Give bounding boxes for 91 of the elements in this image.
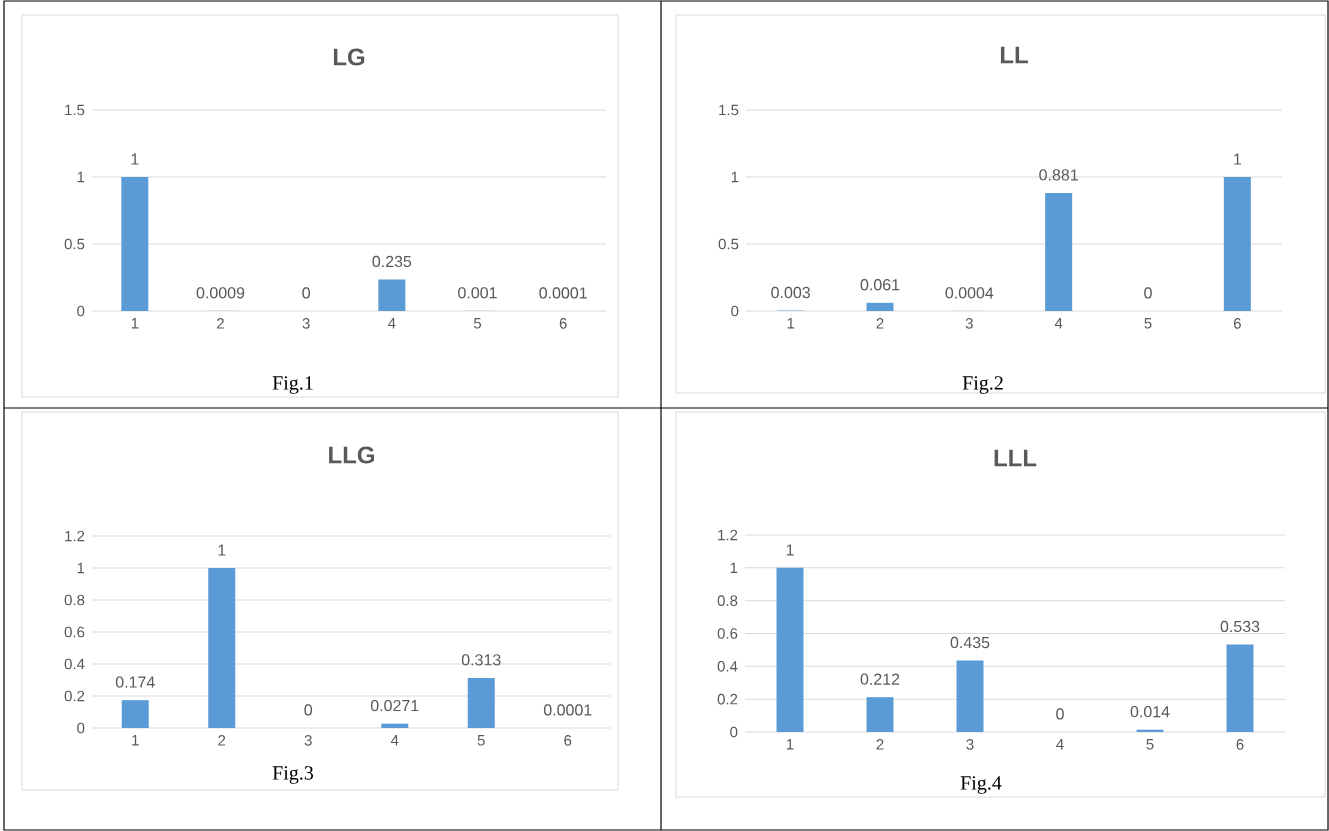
y-tick-label: 0.5 xyxy=(718,238,739,250)
caption: Fig.3 xyxy=(272,766,314,784)
data-label: 1 xyxy=(786,544,794,556)
x-tick-label: 4 xyxy=(390,735,399,746)
data-label: 0.001 xyxy=(458,287,497,299)
y-tick-label: 1 xyxy=(77,562,85,574)
data-label: 1 xyxy=(218,544,226,556)
x-tick-label: 5 xyxy=(1144,318,1152,329)
x-tick-label: 4 xyxy=(1054,318,1063,329)
y-tick-label: 0.2 xyxy=(717,693,738,705)
y-tick-label: 0.6 xyxy=(717,628,738,639)
x-tick-label: 5 xyxy=(477,735,485,746)
data-label: 0.061 xyxy=(860,279,900,291)
bar xyxy=(1226,644,1254,732)
data-label: 0.014 xyxy=(1130,705,1170,718)
data-label: 0.0271 xyxy=(370,699,419,712)
chart-title: LLG xyxy=(329,446,375,464)
bar xyxy=(776,567,804,732)
bar xyxy=(121,700,149,728)
data-label: 0 xyxy=(1144,287,1152,299)
y-tick-label: 0 xyxy=(77,722,85,734)
bar xyxy=(956,660,984,732)
data-label: 0.235 xyxy=(372,255,412,268)
bar xyxy=(208,568,236,728)
y-tick-label: 0 xyxy=(77,305,85,317)
y-tick-label: 1.5 xyxy=(719,104,739,116)
y-tick-label: 0 xyxy=(731,305,739,317)
data-label: 0.212 xyxy=(860,673,900,685)
x-tick-label: 1 xyxy=(786,739,794,750)
y-tick-label: 0 xyxy=(730,726,738,738)
y-tick-label: 0.4 xyxy=(64,658,85,670)
x-tick-label: 1 xyxy=(787,318,795,329)
data-label: 1 xyxy=(1234,153,1241,165)
x-tick-label: 6 xyxy=(564,735,572,746)
x-tick-label: 3 xyxy=(966,739,974,750)
data-label: 0.174 xyxy=(115,676,155,688)
x-tick-label: 5 xyxy=(1146,739,1154,750)
bar xyxy=(467,677,495,728)
y-tick-label: 0.8 xyxy=(64,594,85,606)
caption: Fig.2 xyxy=(962,376,1003,394)
caption: Fig.4 xyxy=(960,776,1002,794)
chart-title: LL xyxy=(1000,46,1028,64)
data-label: 0 xyxy=(1056,708,1064,720)
data-label: 0 xyxy=(302,287,310,299)
x-tick-label: 3 xyxy=(304,735,312,746)
y-tick-label: 0.4 xyxy=(717,661,738,672)
data-label: 0.003 xyxy=(771,286,810,299)
x-tick-label: 6 xyxy=(1233,318,1241,329)
y-tick-label: 1 xyxy=(730,562,738,573)
caption: Fig.1 xyxy=(272,376,313,394)
y-tick-label: 1 xyxy=(77,171,85,183)
bar xyxy=(378,279,406,311)
x-tick-label: 1 xyxy=(131,318,139,329)
x-tick-label: 2 xyxy=(876,739,884,750)
data-label: 0.0001 xyxy=(543,704,592,716)
chart-title: LLL xyxy=(994,449,1037,467)
x-tick-label: 4 xyxy=(1056,739,1064,750)
bar xyxy=(1045,192,1073,311)
y-tick-label: 0.5 xyxy=(64,238,85,250)
data-label: 0.0001 xyxy=(539,287,587,299)
bar xyxy=(866,302,894,311)
y-tick-label: 1 xyxy=(731,171,739,183)
data-label: 0.881 xyxy=(1039,169,1078,181)
x-tick-label: 6 xyxy=(559,318,567,329)
x-tick-label: 2 xyxy=(217,318,224,329)
x-tick-label: 2 xyxy=(876,318,884,329)
x-tick-label: 5 xyxy=(473,318,482,329)
y-tick-label: 0.2 xyxy=(64,690,85,702)
y-tick-label: 1.5 xyxy=(65,104,85,116)
y-tick-label: 1.2 xyxy=(718,529,738,541)
x-tick-label: 6 xyxy=(1236,739,1244,750)
bar xyxy=(866,697,894,732)
x-tick-label: 4 xyxy=(388,318,396,329)
data-label: 0 xyxy=(304,704,313,716)
data-label: 1 xyxy=(131,153,139,165)
x-tick-label: 1 xyxy=(132,735,139,746)
bar xyxy=(381,723,409,728)
y-tick-label: 1.2 xyxy=(65,530,85,542)
data-label: 0.0004 xyxy=(945,287,994,299)
y-tick-label: 0.8 xyxy=(717,595,738,606)
data-label: 0.533 xyxy=(1220,620,1260,633)
data-label: 0.313 xyxy=(461,654,501,666)
bar xyxy=(1223,177,1251,311)
x-tick-label: 2 xyxy=(218,735,226,746)
bar xyxy=(121,177,149,311)
chart-title: LG xyxy=(333,48,365,66)
data-label: 0.0009 xyxy=(196,287,245,299)
y-tick-label: 0.6 xyxy=(64,626,85,638)
x-tick-label: 3 xyxy=(302,318,310,329)
x-tick-label: 3 xyxy=(965,318,973,329)
data-label: 0.435 xyxy=(950,636,990,649)
